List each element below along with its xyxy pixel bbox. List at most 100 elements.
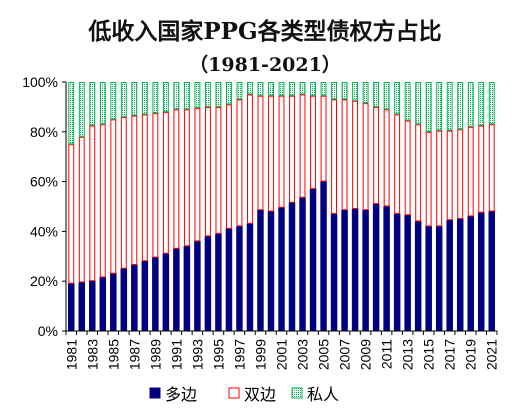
bar-segment-private: [78, 82, 85, 137]
bars: [68, 82, 495, 332]
bar-segment-bilateral: [110, 119, 117, 274]
bar-segment-multilateral: [404, 214, 411, 332]
bar-segment-bilateral: [457, 129, 464, 219]
bar-segment-bilateral: [89, 125, 96, 282]
bar-segment-multilateral: [120, 268, 128, 332]
y-tick-label: 80%: [30, 124, 58, 140]
x-tick-label: 2009: [358, 339, 374, 370]
bar-segment-private: [278, 82, 285, 96]
bar-segment-bilateral: [467, 126, 474, 217]
bar-segment-multilateral: [351, 208, 359, 332]
bar-segment-private: [236, 82, 243, 100]
bar-segment-private: [110, 82, 117, 120]
bar-segment-bilateral: [362, 103, 369, 211]
bar-segment-multilateral: [246, 223, 254, 332]
bar-segment-private: [131, 82, 138, 116]
bar-segment-private: [467, 82, 474, 127]
bar-segment-bilateral: [162, 111, 169, 254]
bar-segment-private: [373, 82, 380, 107]
bar-segment-bilateral: [310, 95, 316, 190]
bar-segment-multilateral: [89, 280, 96, 332]
bar-segment-multilateral: [425, 226, 432, 332]
bar-segment-private: [268, 82, 274, 96]
bar-segment-multilateral: [194, 241, 201, 332]
y-tick-label: 0%: [38, 323, 58, 339]
chart-title: 低收入国家PPG各类型债权方占比: [87, 18, 441, 45]
legend-swatch: [149, 387, 161, 399]
bar-segment-private: [204, 82, 211, 107]
legend-swatch: [228, 387, 240, 399]
bar-segment-private: [68, 82, 75, 145]
bar-segment-private: [341, 82, 348, 100]
bar-segment-private: [488, 82, 495, 125]
x-tick-label: 1989: [147, 339, 163, 370]
bar-segment-multilateral: [131, 264, 138, 332]
bar-segment-bilateral: [299, 94, 306, 198]
bar-segment-private: [141, 82, 148, 115]
bar-segment-multilateral: [257, 209, 264, 332]
x-tick-label: 1999: [252, 339, 268, 370]
bar-segment-private: [152, 82, 159, 114]
bar-segment-private: [394, 82, 401, 115]
bar-segment-multilateral: [435, 226, 443, 332]
bar-segment-private: [320, 82, 327, 96]
bar-segment-multilateral: [236, 226, 243, 332]
chart-subtitle: （1981-2021）: [189, 53, 341, 76]
bar-segment-bilateral: [289, 95, 295, 203]
bar-segment-bilateral: [404, 120, 411, 216]
bar-segment-multilateral: [393, 213, 401, 332]
bar-segment-bilateral: [394, 114, 401, 214]
bar-segment-bilateral: [478, 125, 485, 213]
bar-segment-bilateral: [204, 106, 211, 237]
bar-segment-private: [457, 82, 464, 130]
x-tick-label: 1995: [210, 339, 226, 370]
bar-segment-bilateral: [68, 144, 75, 284]
bar-segment-private: [404, 82, 411, 121]
bar-segment-multilateral: [320, 181, 327, 332]
bar-segment-multilateral: [173, 248, 180, 332]
bar-segment-multilateral: [446, 219, 453, 332]
bar-segment-bilateral: [488, 124, 495, 212]
x-tick-label: 2003: [295, 339, 311, 370]
bar-segment-private: [436, 82, 443, 131]
bar-segment-bilateral: [373, 106, 380, 205]
bar-segment-multilateral: [78, 282, 86, 332]
bar-segment-private: [162, 82, 169, 112]
bar-segment-private: [383, 82, 390, 110]
x-tick-label: 1991: [168, 339, 184, 370]
bar-segment-multilateral: [456, 218, 464, 332]
bar-segment-multilateral: [215, 233, 222, 332]
x-tick-label: 1987: [126, 339, 142, 370]
bar-segment-multilateral: [288, 202, 296, 332]
x-tick-label: 2013: [400, 339, 416, 370]
x-tick-label: 2021: [484, 339, 500, 370]
x-tick-label: 2007: [337, 339, 353, 370]
bar-segment-multilateral: [110, 273, 117, 332]
x-tick-label: 1993: [189, 339, 205, 370]
bar-segment-private: [120, 82, 127, 117]
bar-segment-multilateral: [488, 211, 495, 332]
bar-segment-bilateral: [436, 130, 443, 227]
bar-segment-private: [299, 82, 306, 95]
y-tick-label: 60%: [30, 174, 58, 190]
bar-segment-bilateral: [141, 114, 148, 262]
bar-segment-bilateral: [215, 106, 222, 234]
x-tick-label: 2011: [379, 339, 395, 369]
bar-segment-multilateral: [204, 236, 212, 332]
x-tick-label: 1983: [84, 339, 100, 370]
bar-segment-multilateral: [383, 206, 390, 332]
bar-segment-bilateral: [236, 99, 243, 227]
bar-segment-bilateral: [152, 113, 159, 258]
bar-segment-bilateral: [131, 115, 138, 266]
bar-segment-private: [415, 82, 422, 125]
y-tick-label: 20%: [30, 273, 58, 289]
bar-segment-bilateral: [415, 124, 422, 222]
bar-segment-private: [99, 82, 106, 125]
x-tick-label: 2001: [274, 339, 290, 370]
bar-segment-bilateral: [341, 99, 348, 211]
bar-segment-bilateral: [331, 99, 338, 214]
y-tick-label: 40%: [30, 223, 58, 239]
bar-segment-multilateral: [225, 228, 233, 332]
bar-segment-bilateral: [320, 95, 327, 182]
bar-segment-private: [257, 82, 264, 96]
